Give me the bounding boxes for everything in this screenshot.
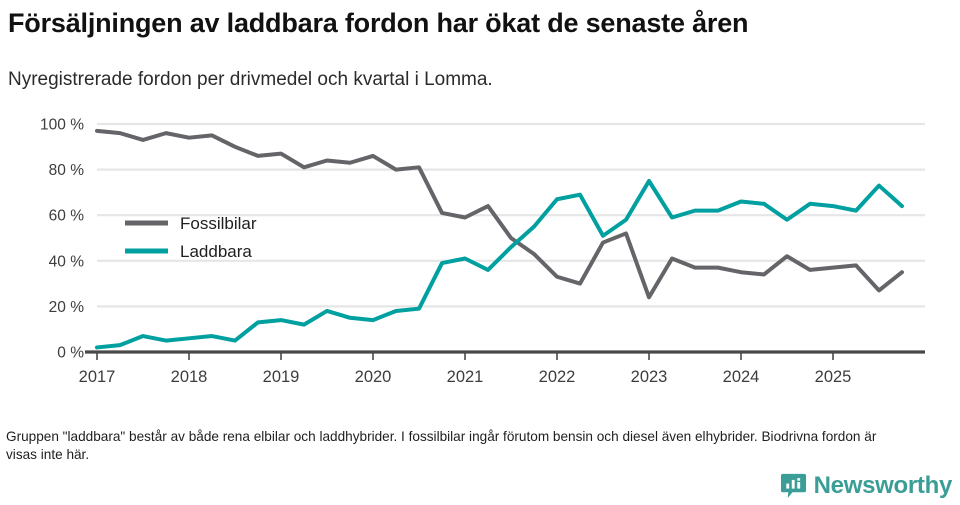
x-axis-tick-label: 2020	[355, 368, 392, 386]
chart-legend: Fossilbilar Laddbara	[125, 214, 257, 261]
line-chart: 0 % 20 % 40 % 60 % 80 % 100 % 2017 2018 2019 202…	[40, 117, 925, 386]
x-axis-tick-label: 2023	[631, 368, 668, 386]
y-axis-tick-label: 100 %	[40, 117, 84, 134]
y-axis-tick-label: 0 %	[57, 345, 84, 362]
x-axis-tick-label: 2018	[171, 368, 208, 386]
x-axis-labels: 2017 2018 2019 2020 2021 2022 2023 2024 2025	[79, 368, 852, 386]
chart-footnote: Gruppen "laddbara" består av både rena e…	[6, 429, 877, 462]
legend-label: Laddbara	[180, 242, 252, 261]
newsworthy-logo: Newsworthy	[780, 470, 952, 500]
legend-label: Fossilbilar	[180, 214, 257, 233]
y-axis-tick-label: 40 %	[49, 253, 85, 270]
x-axis-tick-label: 2019	[263, 368, 300, 386]
x-axis-tick-label: 2022	[539, 368, 576, 386]
x-axis-tick-label: 2024	[723, 368, 760, 386]
chart-gridlines	[97, 122, 925, 308]
logo-text: Newsworthy	[813, 471, 953, 499]
series-line-fossilbilar	[95, 128, 904, 300]
x-axis-tick-label: 2017	[79, 368, 116, 386]
y-axis-tick-label: 80 %	[49, 162, 85, 179]
x-axis-ticks	[96, 352, 834, 360]
bar-chart-bubble-icon	[780, 473, 806, 498]
series-line-laddbara	[95, 179, 904, 350]
y-axis-labels: 0 % 20 % 40 % 60 % 80 % 100 %	[40, 117, 84, 362]
chart-container: 0 % 20 % 40 % 60 % 80 % 100 % 2017 2018 2019 202…	[0, 105, 960, 405]
y-axis-tick-label: 20 %	[49, 299, 85, 316]
page-title: Försäljningen av laddbara fordon har öka…	[8, 8, 749, 38]
chart-series	[95, 128, 904, 350]
x-axis-tick-label: 2021	[447, 368, 484, 386]
chart-subtitle: Nyregistrerade fordon per drivmedel och …	[8, 69, 493, 90]
x-axis-tick-label: 2025	[815, 368, 852, 386]
y-axis-tick-label: 60 %	[49, 208, 85, 225]
